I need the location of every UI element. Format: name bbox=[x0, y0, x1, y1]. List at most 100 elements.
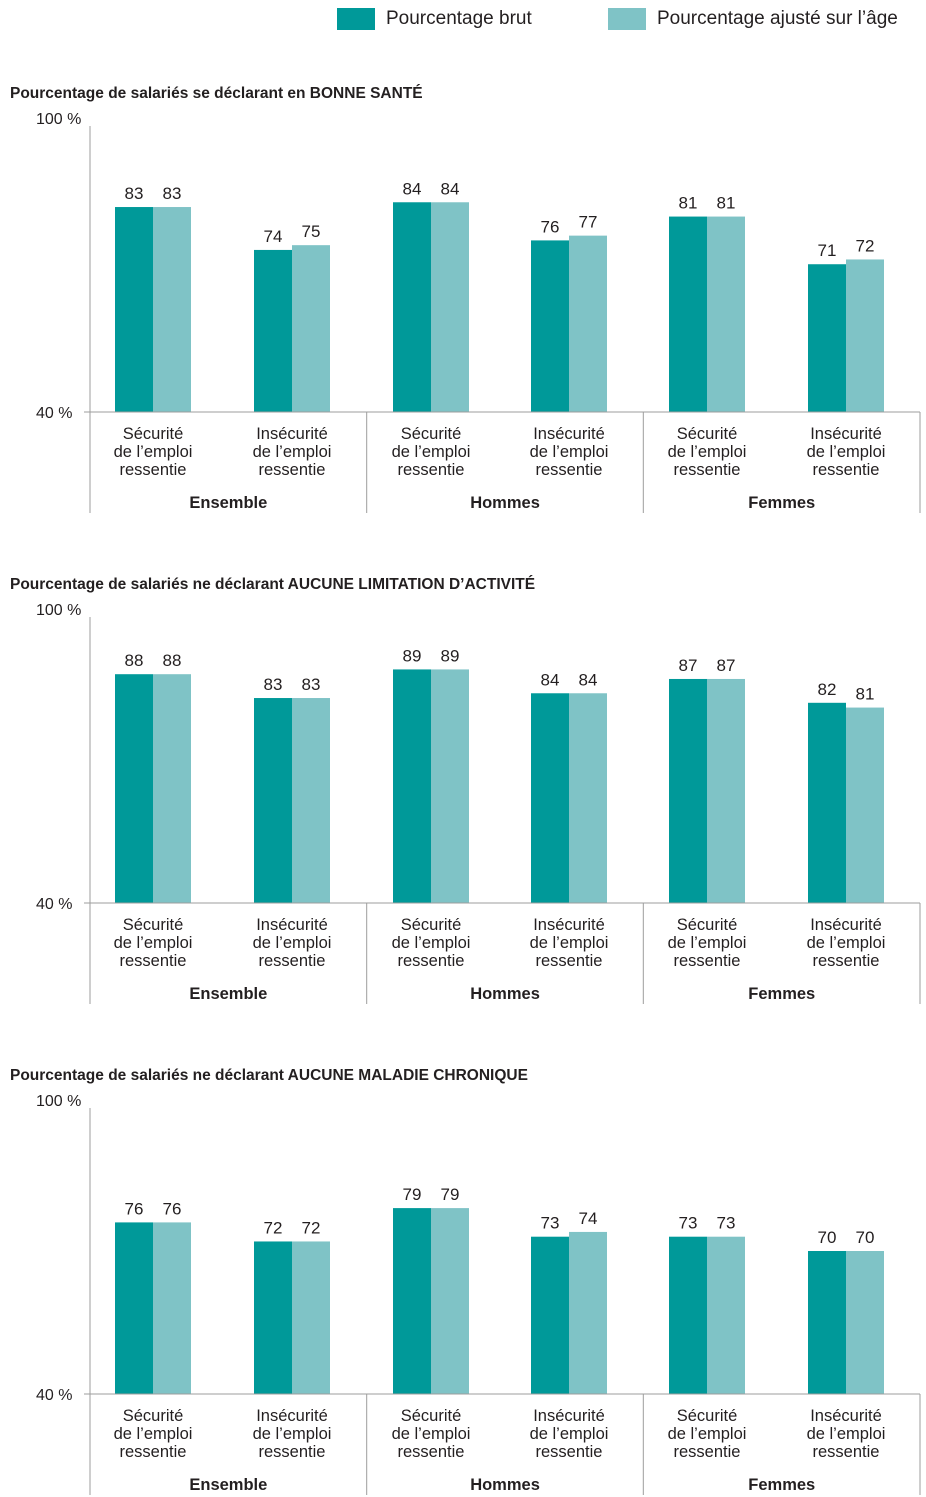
data-label: 72 bbox=[302, 1218, 321, 1237]
bar bbox=[431, 669, 469, 903]
chart-plot: 100 % 40 % 83 74 84 76 81 71 83 75 84 77 81 72 Sécurit… bbox=[36, 111, 921, 513]
chart-plot: 100 % 40 % 88 83 89 84 87 82 88 83 89 84 87 81 Sécurit… bbox=[36, 602, 921, 1004]
category-label: de l’emploi bbox=[668, 934, 747, 952]
category-label: Insécurité bbox=[533, 916, 605, 934]
category-label: de l’emploi bbox=[668, 443, 747, 461]
chart-title: Pourcentage de salariés ne déclarant AUC… bbox=[10, 576, 536, 593]
data-label: 79 bbox=[441, 1185, 460, 1204]
category-label: Insécurité bbox=[256, 425, 328, 443]
group-label: Ensemble bbox=[189, 1476, 267, 1494]
category-label: de l’emploi bbox=[807, 443, 886, 461]
category-label: Sécurité bbox=[401, 425, 462, 443]
chart-bonne-sante: Pourcentage de salariés se déclarant en … bbox=[0, 84, 926, 524]
bar bbox=[846, 259, 884, 412]
legend: Pourcentage brut Pourcentage ajusté sur … bbox=[0, 8, 926, 34]
chart-title: Pourcentage de salariés se déclarant en … bbox=[10, 85, 423, 102]
category-label: Insécurité bbox=[256, 1407, 328, 1425]
data-label: 73 bbox=[541, 1214, 560, 1233]
bar bbox=[808, 702, 846, 903]
bar bbox=[531, 693, 569, 903]
bar bbox=[846, 707, 884, 903]
data-label: 70 bbox=[818, 1228, 837, 1247]
bar bbox=[292, 245, 330, 412]
group-label: Hommes bbox=[470, 1476, 540, 1494]
data-label: 81 bbox=[679, 194, 698, 213]
legend-swatch-brut bbox=[337, 8, 375, 30]
data-label: 89 bbox=[441, 646, 460, 665]
data-label: 87 bbox=[717, 656, 736, 675]
bar bbox=[707, 1236, 745, 1394]
legend-swatch-ajuste bbox=[608, 8, 646, 30]
category-label: de l’emploi bbox=[392, 443, 471, 461]
ytick-label: 100 % bbox=[36, 1093, 81, 1110]
ytick-label: 40 % bbox=[36, 405, 72, 422]
bar bbox=[531, 240, 569, 412]
group-label: Ensemble bbox=[189, 494, 267, 512]
category-label: ressentie bbox=[536, 1443, 603, 1461]
bar bbox=[431, 1208, 469, 1394]
data-label: 84 bbox=[403, 179, 422, 198]
category-label: Sécurité bbox=[677, 425, 738, 443]
bar bbox=[254, 1241, 292, 1394]
data-label: 89 bbox=[403, 646, 422, 665]
legend-label-brut: Pourcentage brut bbox=[386, 8, 532, 29]
data-label: 83 bbox=[302, 675, 321, 694]
data-label: 75 bbox=[302, 222, 321, 241]
category-label: ressentie bbox=[120, 952, 187, 970]
ytick-label: 100 % bbox=[36, 111, 81, 128]
bar bbox=[254, 698, 292, 903]
bar bbox=[669, 1236, 707, 1394]
bar bbox=[115, 1222, 153, 1394]
category-label: de l’emploi bbox=[253, 1425, 332, 1443]
group-label: Femmes bbox=[748, 1476, 815, 1494]
bar bbox=[393, 1208, 431, 1394]
bar bbox=[569, 1231, 607, 1394]
data-label: 82 bbox=[818, 680, 837, 699]
category-label: Sécurité bbox=[401, 1407, 462, 1425]
category-label: de l’emploi bbox=[114, 934, 193, 952]
category-label: de l’emploi bbox=[530, 934, 609, 952]
data-label: 76 bbox=[125, 1199, 144, 1218]
bar bbox=[153, 207, 191, 412]
bar bbox=[707, 678, 745, 903]
category-label: de l’emploi bbox=[668, 1425, 747, 1443]
data-label: 77 bbox=[579, 213, 598, 232]
category-label: Sécurité bbox=[401, 916, 462, 934]
category-label: ressentie bbox=[813, 1443, 880, 1461]
bar bbox=[254, 249, 292, 412]
legend-item-ajuste: Pourcentage ajusté sur l’âge bbox=[608, 8, 898, 30]
bar bbox=[115, 674, 153, 903]
legend-item-brut: Pourcentage brut bbox=[337, 8, 532, 30]
ytick-label: 100 % bbox=[36, 602, 81, 619]
category-label: Insécurité bbox=[533, 1407, 605, 1425]
bar bbox=[393, 202, 431, 412]
category-label: de l’emploi bbox=[114, 1425, 193, 1443]
bar bbox=[431, 202, 469, 412]
bar bbox=[846, 1251, 884, 1394]
category-label: Insécurité bbox=[810, 425, 882, 443]
category-label: Insécurité bbox=[810, 1407, 882, 1425]
category-label: de l’emploi bbox=[530, 443, 609, 461]
chart-aucune-limitation: Pourcentage de salariés ne déclarant AUC… bbox=[0, 575, 926, 1015]
data-label: 81 bbox=[856, 685, 875, 704]
data-label: 73 bbox=[679, 1214, 698, 1233]
data-label: 71 bbox=[818, 241, 837, 260]
category-label: Insécurité bbox=[810, 916, 882, 934]
bar bbox=[153, 674, 191, 903]
category-label: ressentie bbox=[813, 952, 880, 970]
bar bbox=[669, 678, 707, 903]
category-label: de l’emploi bbox=[114, 443, 193, 461]
category-label: ressentie bbox=[674, 1443, 741, 1461]
category-label: ressentie bbox=[259, 461, 326, 479]
data-label: 76 bbox=[163, 1199, 182, 1218]
category-label: ressentie bbox=[536, 952, 603, 970]
category-label: ressentie bbox=[813, 461, 880, 479]
category-label: ressentie bbox=[398, 1443, 465, 1461]
data-label: 84 bbox=[441, 179, 460, 198]
group-label: Hommes bbox=[470, 494, 540, 512]
category-label: Insécurité bbox=[256, 916, 328, 934]
category-label: Sécurité bbox=[677, 916, 738, 934]
ytick-label: 40 % bbox=[36, 1387, 72, 1404]
category-label: ressentie bbox=[259, 952, 326, 970]
category-label: de l’emploi bbox=[807, 934, 886, 952]
